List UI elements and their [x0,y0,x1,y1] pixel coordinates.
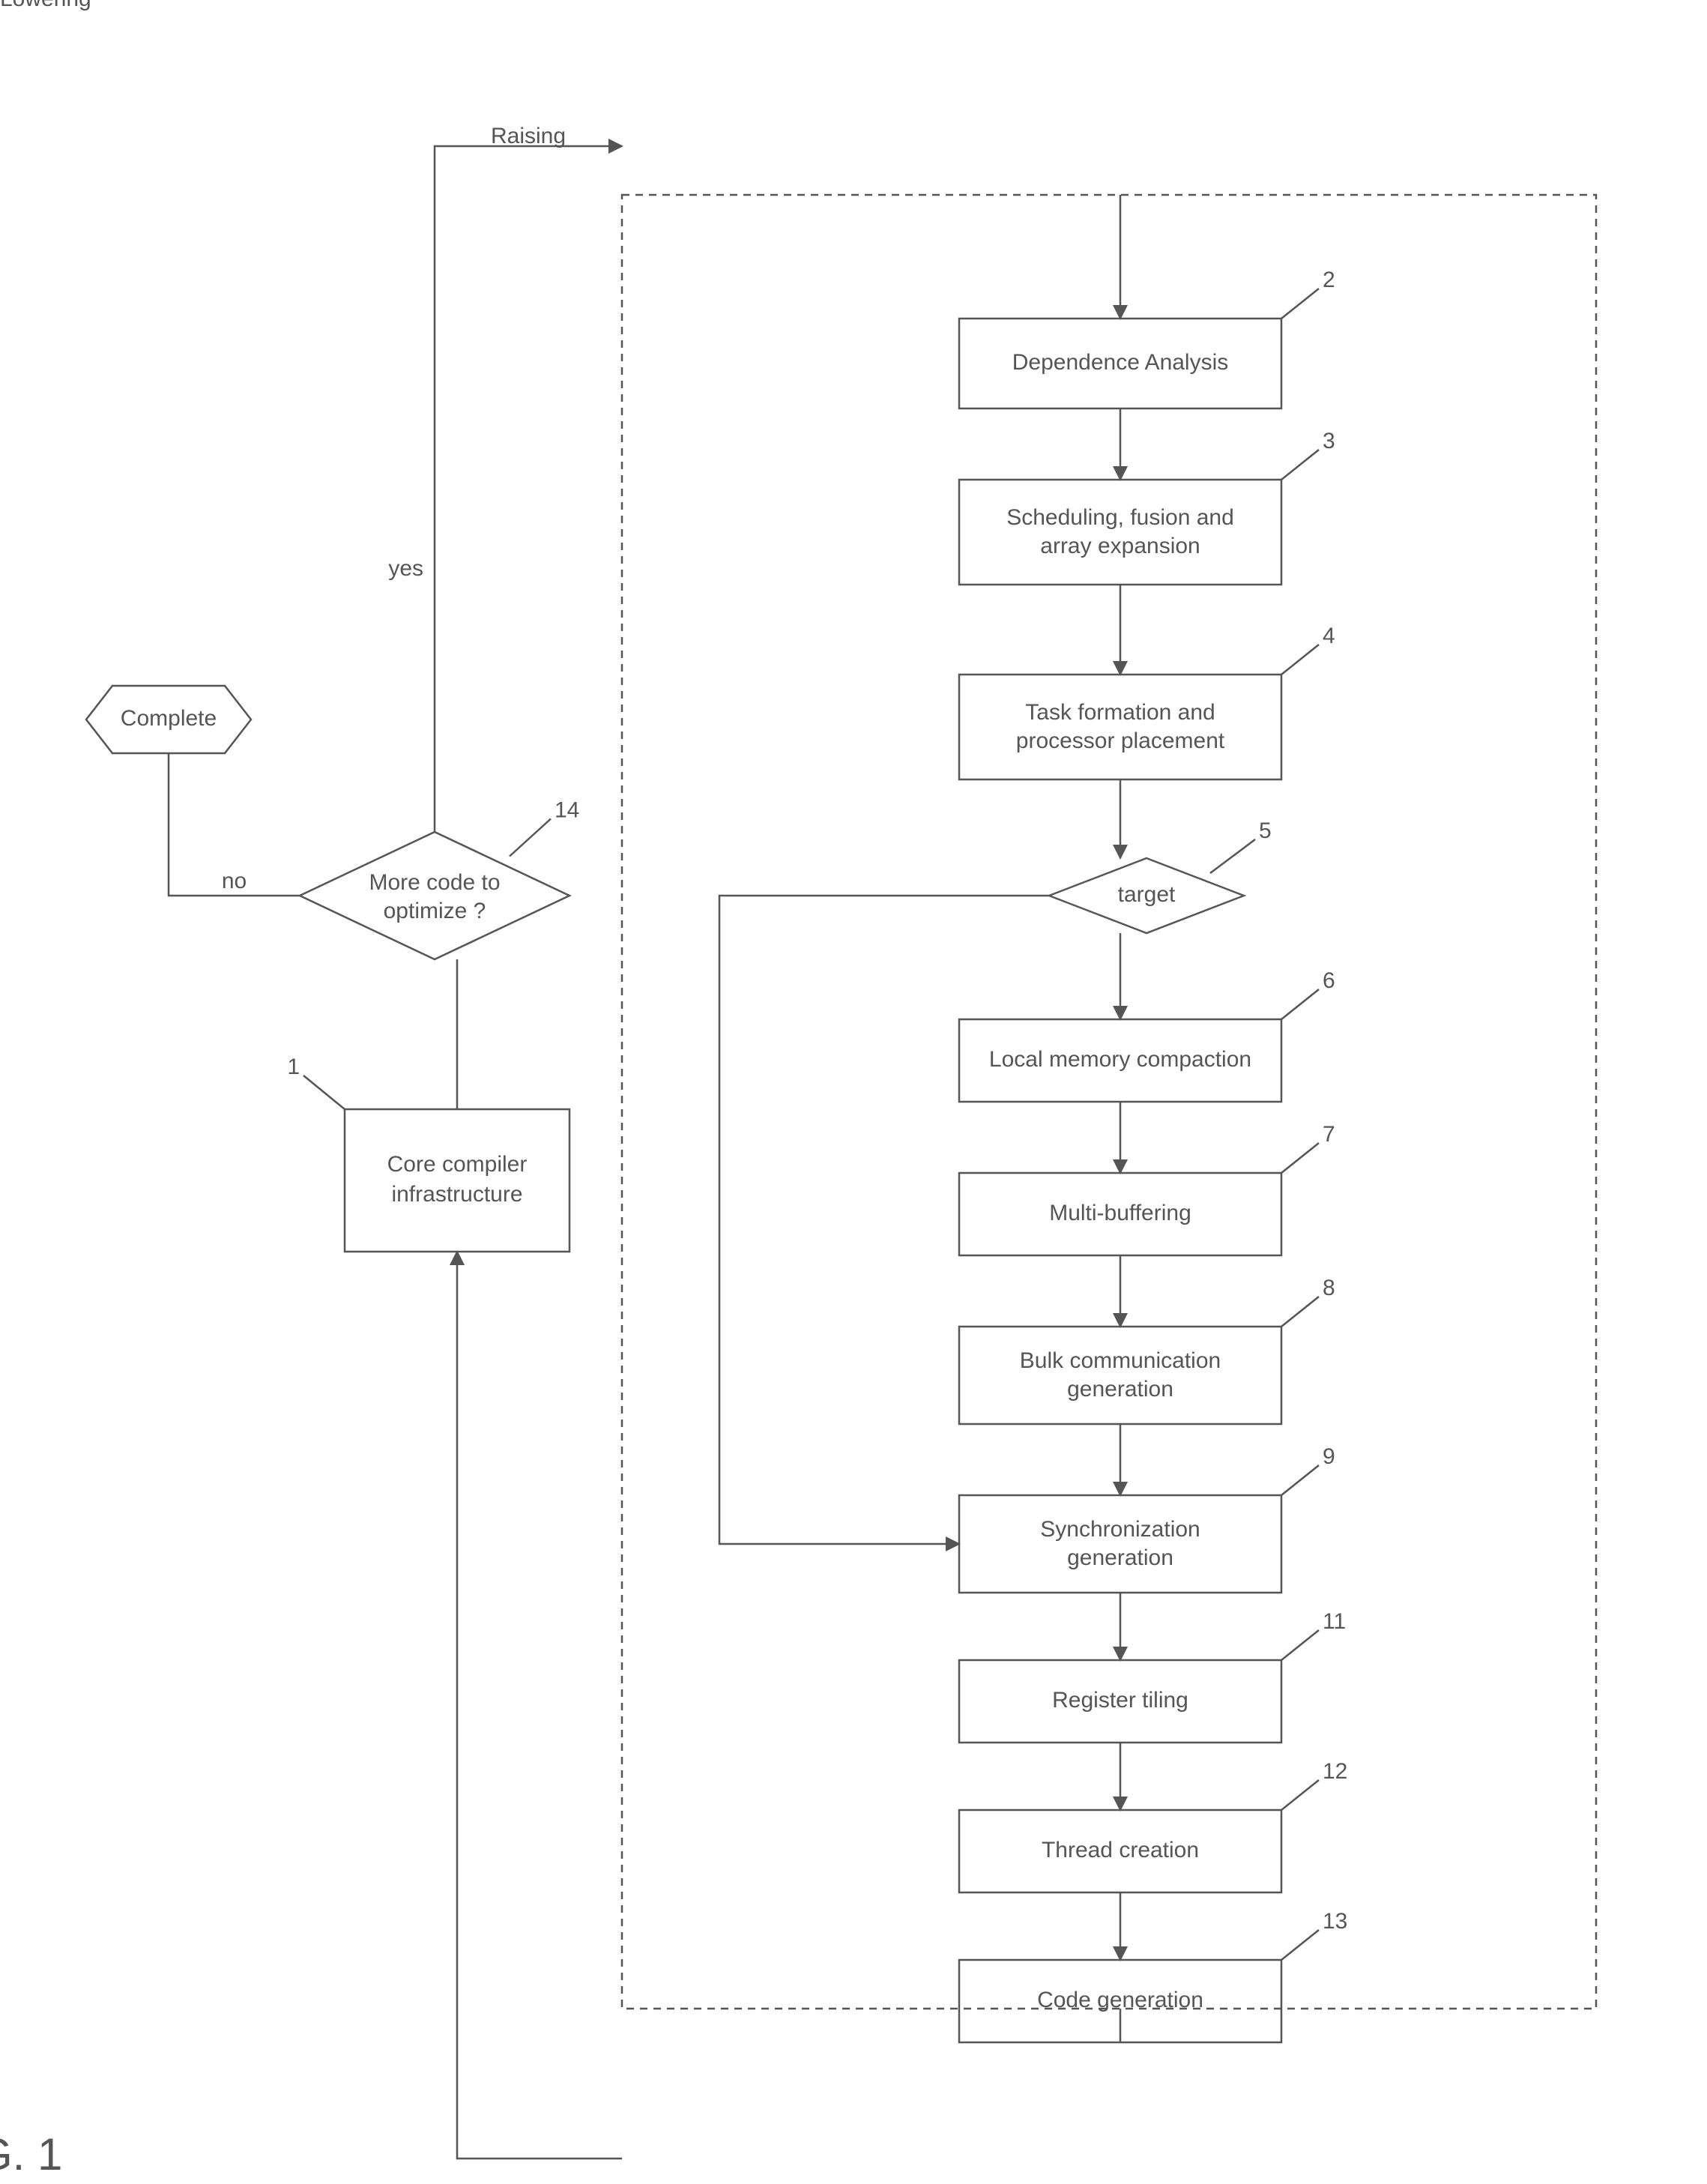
ref-leader-4 [1281,645,1319,675]
ref-leader-2 [1281,289,1319,319]
ref-13: 13 [1323,1909,1347,1934]
terminator-complete: Complete [86,686,251,753]
ref-8: 8 [1323,1276,1335,1300]
decision-target-label: target [1118,882,1176,907]
ref-leader-1 [303,1076,345,1109]
process-sync-line2: generation [1067,1545,1173,1570]
process-task-line1: Task formation and [1025,700,1215,725]
label-raising: Raising [491,124,566,148]
ref-3: 3 [1323,429,1335,453]
process-sched: Scheduling, fusion and array expansion 3 [959,429,1335,585]
ref-12: 12 [1323,1759,1347,1784]
process-task-line2: processor placement [1016,728,1225,753]
process-dep-label: Dependence Analysis [1012,350,1229,375]
ref-1: 1 [287,1055,300,1079]
edge-lowering: Lowering [0,0,622,2159]
ref-7: 7 [1323,1122,1335,1147]
ref-leader-11 [1281,1630,1319,1660]
decision-more-code-line2: optimize ? [384,899,486,923]
process-bulk-line1: Bulk communication [1020,1348,1221,1373]
ref-4: 4 [1323,624,1335,648]
label-complete: Complete [121,706,217,731]
ref-leader-8 [1281,1297,1319,1327]
ref-leader-9 [1281,1465,1319,1495]
process-multi-label: Multi-buffering [1049,1201,1191,1225]
ref-2: 2 [1323,268,1335,292]
decision-more-code-line1: More code to [369,870,500,895]
ref-leader-5 [1210,839,1255,873]
ref-6: 6 [1323,968,1335,993]
process-dep: Dependence Analysis 2 [959,268,1335,408]
ref-leader-14 [510,819,551,857]
process-sched-line1: Scheduling, fusion and [1006,505,1234,530]
edge-raising: Raising [435,124,622,832]
ref-leader-7 [1281,1143,1319,1173]
process-codegen: Code generation 13 [959,1909,1347,2042]
decision-target: target 5 [1049,818,1272,933]
label-yes: yes [388,556,423,581]
process-core-line2: infrastructure [391,1182,522,1207]
ref-11: 11 [1323,1609,1346,1634]
process-reg-label: Register tiling [1052,1688,1188,1713]
label-no: no [222,869,247,893]
ref-9: 9 [1323,1444,1335,1469]
process-reg: Register tiling 11 [959,1609,1346,1743]
ref-14: 14 [555,797,579,822]
label-lowering: Lowering [0,0,91,11]
process-codegen-label: Code generation [1037,1988,1203,2012]
decision-more-code: More code to optimize ? 14 [300,797,579,959]
process-sched-line2: array expansion [1040,534,1200,558]
process-thread: Thread creation 12 [959,1759,1347,1892]
process-sync: Synchronization generation 9 [959,1444,1335,1593]
process-core-compiler: Core compiler infrastructure 1 [287,1055,569,1252]
process-local: Local memory compaction 6 [959,968,1335,1102]
process-sync-line1: Synchronization [1040,1517,1200,1542]
ref-leader-13 [1281,1930,1319,1960]
ref-leader-6 [1281,989,1319,1019]
edge-shared-memory [719,896,1049,1544]
process-thread-label: Thread creation [1042,1838,1199,1862]
ref-5: 5 [1259,818,1272,843]
process-local-label: Local memory compaction [989,1047,1251,1072]
ref-leader-12 [1281,1780,1319,1810]
process-bulk-line2: generation [1067,1377,1173,1402]
ref-leader-3 [1281,450,1319,480]
process-core-line1: Core compiler [387,1152,528,1177]
process-multi: Multi-buffering 7 [959,1122,1335,1255]
figure-label: FIG. 1 [0,2129,62,2180]
process-bulk: Bulk communication generation 8 [959,1276,1335,1424]
process-task: Task formation and processor placement 4 [959,624,1335,779]
